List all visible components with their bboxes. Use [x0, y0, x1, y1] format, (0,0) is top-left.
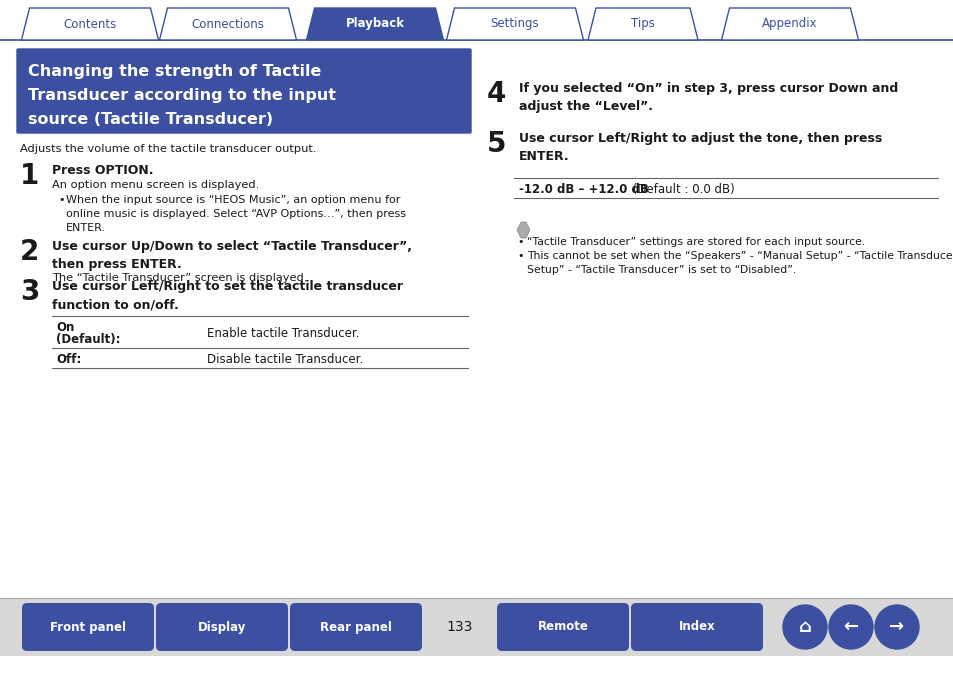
Polygon shape: [517, 222, 530, 238]
FancyBboxPatch shape: [17, 49, 471, 133]
Text: 5: 5: [486, 130, 506, 158]
Text: Rear panel: Rear panel: [319, 621, 392, 633]
FancyBboxPatch shape: [497, 603, 628, 651]
Text: “Tactile Transducer” settings are stored for each input source.: “Tactile Transducer” settings are stored…: [526, 237, 864, 247]
Polygon shape: [306, 8, 443, 40]
Text: source (Tactile Transducer): source (Tactile Transducer): [28, 112, 273, 127]
Text: 4: 4: [486, 80, 506, 108]
Text: Index: Index: [678, 621, 715, 633]
Text: Use cursor Left/Right to set the tactile transducer
function to on/off.: Use cursor Left/Right to set the tactile…: [52, 280, 402, 311]
Text: •: •: [58, 195, 65, 205]
Text: Settings: Settings: [490, 17, 538, 30]
Text: Setup” - “Tactile Transducer” is set to “Disabled”.: Setup” - “Tactile Transducer” is set to …: [526, 265, 796, 275]
Circle shape: [782, 605, 826, 649]
Text: Disable tactile Transducer.: Disable tactile Transducer.: [207, 353, 363, 366]
Text: Contents: Contents: [63, 17, 116, 30]
Text: Press OPTION.: Press OPTION.: [52, 164, 153, 177]
Polygon shape: [446, 8, 583, 40]
Text: This cannot be set when the “Speakers” - “Manual Setup” - “Tactile Transducer: This cannot be set when the “Speakers” -…: [526, 251, 953, 261]
Text: Tips: Tips: [630, 17, 655, 30]
Text: Off:: Off:: [56, 353, 81, 366]
Text: •: •: [517, 251, 523, 261]
Text: ⌂: ⌂: [798, 618, 811, 636]
Text: On: On: [56, 321, 74, 334]
Text: Playback: Playback: [345, 17, 404, 30]
Text: Changing the strength of Tactile: Changing the strength of Tactile: [28, 64, 321, 79]
Circle shape: [874, 605, 918, 649]
Text: Connections: Connections: [192, 17, 264, 30]
FancyBboxPatch shape: [290, 603, 421, 651]
Text: If you selected “On” in step 3, press cursor Down and
adjust the “Level”.: If you selected “On” in step 3, press cu…: [518, 82, 898, 113]
Text: →: →: [888, 618, 903, 636]
Polygon shape: [720, 8, 858, 40]
Text: ←: ←: [842, 618, 858, 636]
Text: •: •: [517, 237, 523, 247]
Circle shape: [828, 605, 872, 649]
FancyBboxPatch shape: [630, 603, 762, 651]
Polygon shape: [587, 8, 698, 40]
Text: An option menu screen is displayed.: An option menu screen is displayed.: [52, 180, 259, 190]
Text: Use cursor Left/Right to adjust the tone, then press
ENTER.: Use cursor Left/Right to adjust the tone…: [518, 132, 882, 163]
Text: (Default : 0.0 dB): (Default : 0.0 dB): [628, 183, 734, 196]
Polygon shape: [22, 8, 158, 40]
Polygon shape: [159, 8, 296, 40]
Text: The “Tactile Transducer” screen is displayed.: The “Tactile Transducer” screen is displ…: [52, 273, 307, 283]
Text: 1: 1: [20, 162, 39, 190]
Text: Appendix: Appendix: [761, 17, 817, 30]
Text: Use cursor Up/Down to select “Tactile Transducer”,
then press ENTER.: Use cursor Up/Down to select “Tactile Tr…: [52, 240, 412, 271]
Text: 3: 3: [20, 278, 39, 306]
Text: Transducer according to the input: Transducer according to the input: [28, 88, 335, 103]
Text: Adjusts the volume of the tactile transducer output.: Adjusts the volume of the tactile transd…: [20, 144, 316, 154]
Text: Enable tactile Transducer.: Enable tactile Transducer.: [207, 327, 359, 340]
Text: (Default):: (Default):: [56, 333, 120, 346]
Text: -12.0 dB – +12.0 dB: -12.0 dB – +12.0 dB: [518, 183, 648, 196]
Text: When the input source is “HEOS Music”, an option menu for
online music is displa: When the input source is “HEOS Music”, a…: [66, 195, 406, 233]
Text: Remote: Remote: [537, 621, 588, 633]
Text: 133: 133: [446, 620, 473, 634]
FancyBboxPatch shape: [0, 598, 953, 656]
Text: Display: Display: [197, 621, 246, 633]
Text: 2: 2: [20, 238, 39, 266]
Text: Front panel: Front panel: [50, 621, 126, 633]
FancyBboxPatch shape: [156, 603, 288, 651]
FancyBboxPatch shape: [22, 603, 153, 651]
